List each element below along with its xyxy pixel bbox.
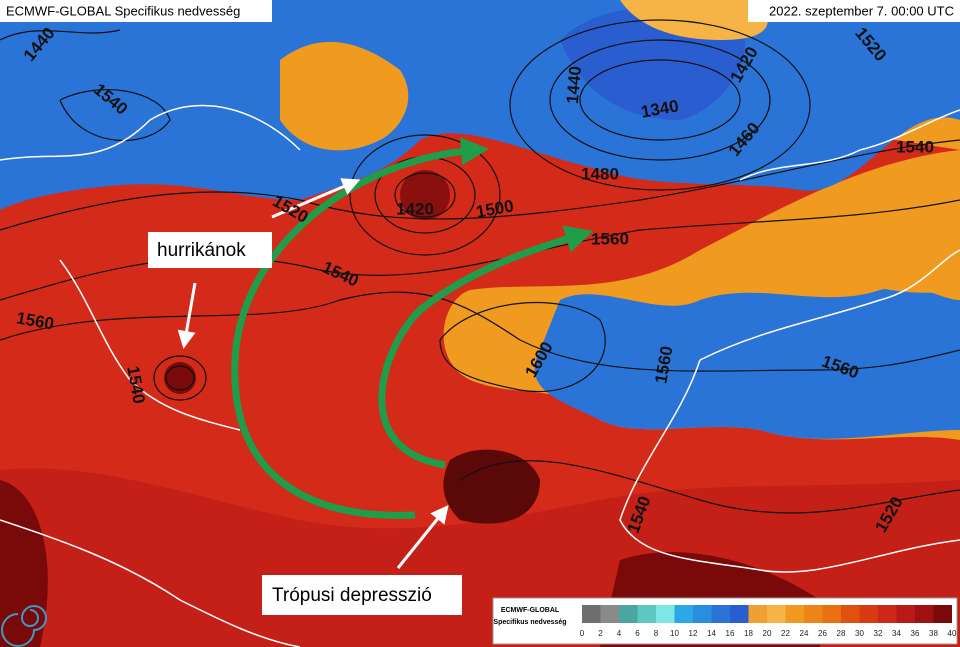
color-swatch [656,605,675,623]
legend-tick-label: 30 [855,629,864,638]
logo [1,605,47,647]
legend-tick-label: 14 [707,629,716,638]
color-swatch [859,605,878,623]
legend-tick-label: 24 [800,629,809,638]
color-swatch [822,605,841,623]
legend-tick-label: 38 [929,629,938,638]
color-swatch [619,605,638,623]
annotation-box [148,232,272,268]
color-swatch [637,605,656,623]
color-swatch [896,605,915,623]
flow-arrows [231,137,594,519]
color-swatch [804,605,823,623]
legend-subtitle: Specifikus nedvesség [493,619,566,626]
color-swatch [878,605,897,623]
title: ECMWF-GLOBAL Specifikus nedvesség [6,3,240,18]
color-swatch [711,605,730,623]
legend-tick-label: 32 [874,629,883,638]
annotation-box [262,575,462,615]
legend-title: ECMWF-GLOBAL [501,607,560,614]
color-swatch [693,605,712,623]
legend-tick-label: 16 [726,629,735,638]
contour-label: 1480 [581,164,619,183]
contour-label: 1540 [896,137,934,156]
legend-tick-label: 4 [617,629,622,638]
coastlines [0,104,960,647]
color-swatch [730,605,749,623]
date-box [748,0,960,22]
pointer-arrows [177,178,449,569]
annotation: Trópusi depresszió [272,585,432,606]
legend-tick-label: 2 [598,629,603,638]
contour-label: 1420 [396,199,434,218]
color-swatch [582,605,601,623]
legend-tick-label: 12 [689,629,698,638]
color-swatch [600,605,619,623]
legend-tick-label: 6 [635,629,640,638]
color-swatch [933,605,952,623]
legend-tick-label: 22 [781,629,790,638]
annotation: hurrikánok [157,240,246,261]
color-swatch [785,605,804,623]
legend-tick-label: 36 [911,629,920,638]
color-swatch [674,605,693,623]
legend-tick-label: 28 [837,629,846,638]
color-swatch [748,605,767,623]
contour-label: 1440 [563,65,585,104]
legend-tick-label: 8 [654,629,659,638]
date: 2022. szeptember 7. 00:00 UTC [769,3,954,18]
legend-tick-label: 20 [763,629,772,638]
legend-tick-label: 18 [744,629,753,638]
legend-tick-label: 40 [948,629,957,638]
legend-tick-label: 10 [670,629,679,638]
legend-tick-label: 0 [580,629,585,638]
color-swatch [767,605,786,623]
color-swatch [915,605,934,623]
contour-label: 1560 [591,229,629,248]
title-box [0,0,272,22]
colorbar: 0 2 4 6 8 10 12 14 16 18 20 22 24 26 28 30 32 34 36 38 40 [580,605,957,638]
color-swatch [841,605,860,623]
legend-tick-label: 26 [818,629,827,638]
legend-tick-label: 34 [892,629,901,638]
contours [0,19,960,514]
